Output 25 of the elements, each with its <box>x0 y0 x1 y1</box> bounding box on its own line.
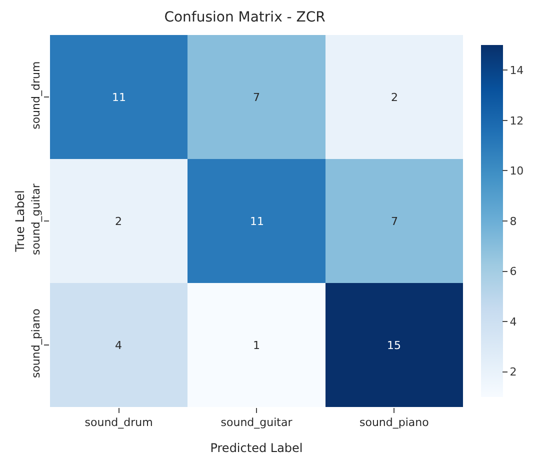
x-axis-title: Predicted Label <box>210 441 303 456</box>
color-bar-label: 8 <box>510 214 517 228</box>
data-label: 15 <box>387 339 401 352</box>
color-bar-label: 12 <box>510 114 524 128</box>
x-tick-label: sound_drum <box>84 416 153 430</box>
x-tick-label: sound_guitar <box>220 416 293 430</box>
data-label: 11 <box>250 215 264 228</box>
color-bar-label: 6 <box>510 265 517 278</box>
y-axis-title: True Label <box>12 190 27 253</box>
data-label: 11 <box>112 91 126 104</box>
color-bar-label: 4 <box>510 315 517 328</box>
y-tick-label: sound_guitar <box>30 183 43 256</box>
data-label: 1 <box>253 339 260 352</box>
data-label: 2 <box>115 215 122 228</box>
color-bar-label: 2 <box>510 366 517 379</box>
chart-title: Confusion Matrix - ZCR <box>164 9 326 26</box>
y-tick-label: sound_piano <box>30 308 43 378</box>
color-bar-label: 14 <box>510 64 524 77</box>
y-tick-label: sound_drum <box>30 61 43 130</box>
data-label: 4 <box>115 339 122 352</box>
data-label: 7 <box>391 215 398 228</box>
data-label: 7 <box>253 91 260 104</box>
x-tick-label: sound_piano <box>359 416 430 430</box>
data-label: 2 <box>391 91 398 104</box>
color-bar-label: 10 <box>510 164 524 178</box>
